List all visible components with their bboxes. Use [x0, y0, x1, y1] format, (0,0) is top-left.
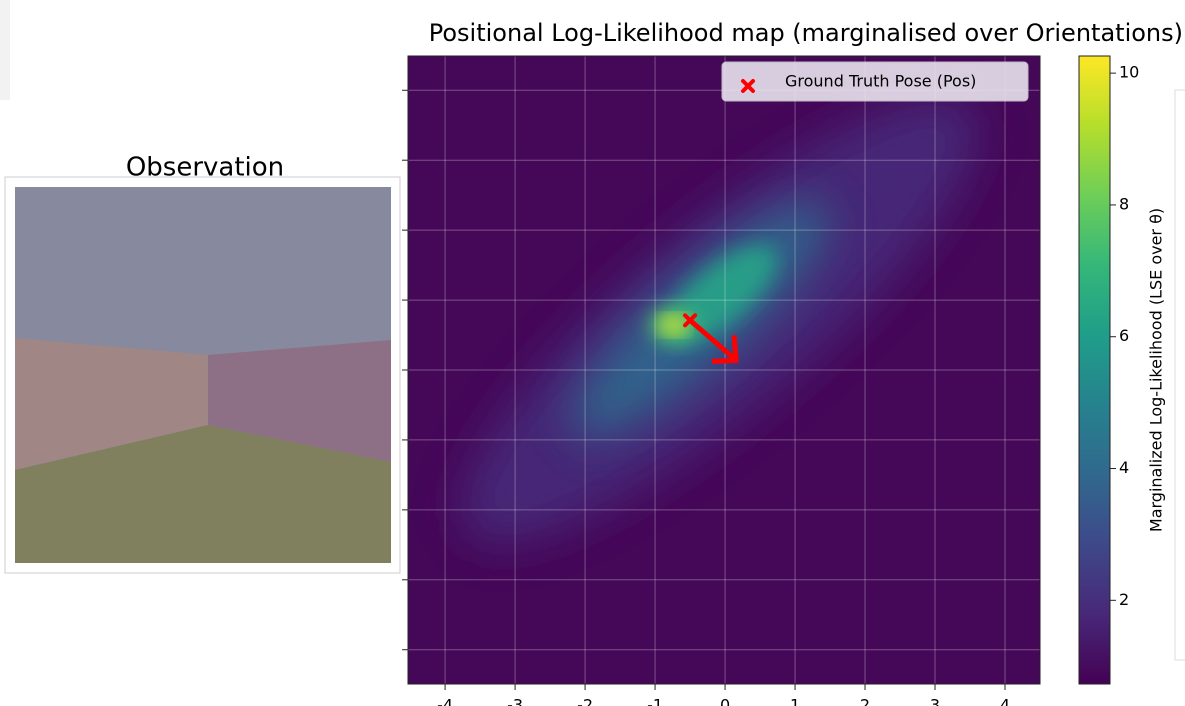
left-edge	[0, 0, 10, 100]
x-tick-label: -3	[507, 696, 523, 706]
colorbar-tick-label: 4	[1119, 458, 1129, 477]
legend-box	[721, 61, 1029, 102]
colorbar-label: Marginalized Log-Likelihood (LSE over θ)	[1147, 208, 1166, 532]
x-tick-label: -4	[437, 696, 453, 706]
side-panel	[1174, 89, 1185, 661]
colorbar-tick-label: 8	[1119, 194, 1129, 213]
x-tick-label: -1	[647, 696, 663, 706]
x-tick-label: -2	[577, 696, 593, 706]
colorbar-tick-label: 6	[1119, 326, 1129, 345]
chart-title: Positional Log-Likelihood map (marginali…	[429, 19, 1183, 47]
x-tick-label: 3	[930, 696, 940, 706]
colorbar-tick-label: 10	[1119, 63, 1139, 82]
observation-image	[15, 187, 391, 563]
ground-truth-marker	[683, 313, 698, 328]
orientation-arrow	[688, 318, 739, 364]
heatmap	[408, 56, 1040, 684]
legend-label: Ground Truth Pose (Pos)	[785, 72, 976, 91]
x-tick-label: 1	[790, 696, 800, 706]
x-tick-label: 4	[1000, 696, 1010, 706]
x-tick-label: 2	[860, 696, 870, 706]
legend-marker	[741, 79, 755, 93]
colorbar	[1078, 55, 1111, 685]
colorbar-tick-label: 2	[1119, 590, 1129, 609]
x-tick-label: 0	[720, 696, 730, 706]
